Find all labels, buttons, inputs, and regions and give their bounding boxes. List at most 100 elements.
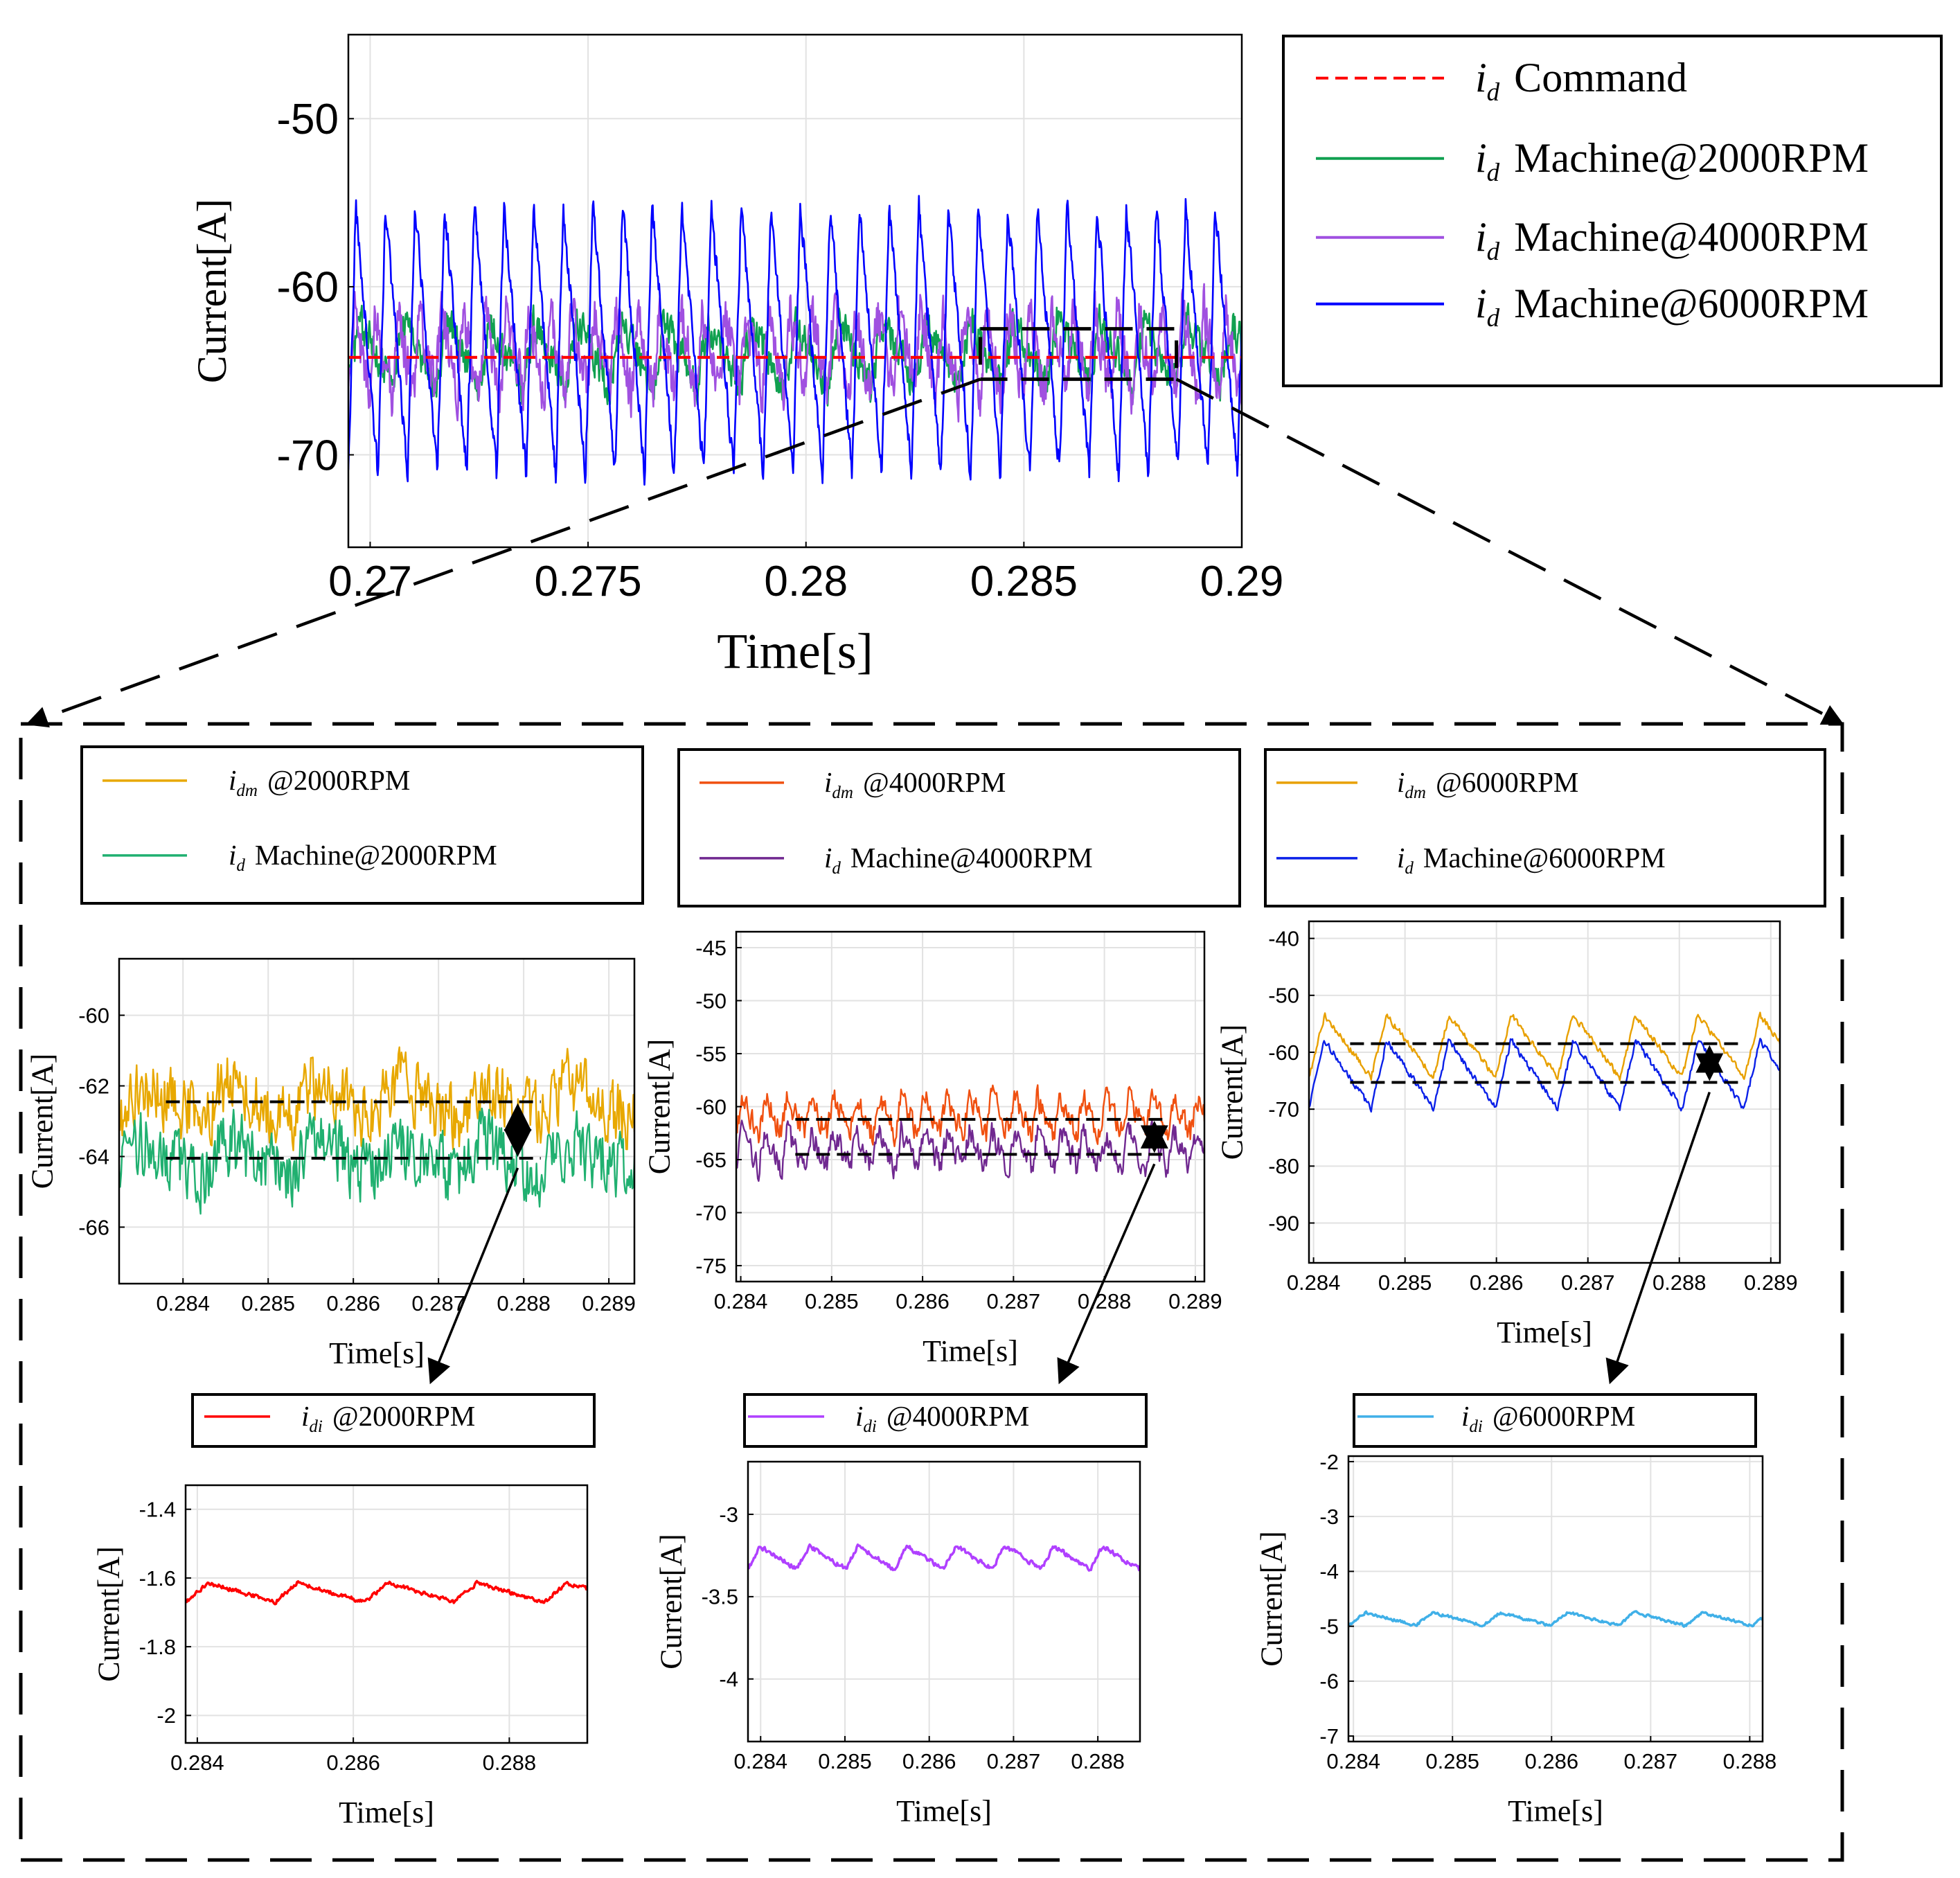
legend-label: idi @6000RPM [1461, 1400, 1635, 1436]
legend-label: id Machine@4000RPM [824, 842, 1093, 878]
series-group [748, 1543, 1140, 1572]
plot-area [348, 35, 1242, 547]
zoom-box [978, 327, 1179, 381]
y-tick-label: -6 [1319, 1669, 1339, 1694]
legend-subscript: d [1487, 78, 1500, 107]
chart-bot2000: 0.284 0.286 0.288 -1.4 -1.6 -1.8 -2 Time[s] Curr… [91, 1393, 596, 1830]
y-tick-label: -80 [1268, 1154, 1299, 1178]
series-group [736, 1084, 1204, 1182]
chart-bot4000: 0.284 0.285 0.286 0.287 0.288 -3 -3.5 -4 Time[s]… [654, 1393, 1148, 1828]
series-line [1309, 1038, 1780, 1113]
legend-label: idm @6000RPM [1397, 766, 1578, 802]
x-tick-label: 0.285 [805, 1289, 859, 1313]
legend-text: Machine@4000RPM [850, 842, 1093, 874]
legend-box [743, 1393, 1148, 1448]
chart-mid6000: 0.284 0.285 0.286 0.287 0.288 0.289 -40 -50 -60 -… [1215, 748, 1826, 1349]
series-group [1348, 1610, 1763, 1628]
y-tick-label: -4 [719, 1667, 738, 1692]
y-tick-label: -50 [1268, 984, 1299, 1008]
x-tick-label: 0.285 [970, 558, 1078, 605]
y-axis-label: Current[A] [1254, 1531, 1288, 1667]
legend-symbol: i [1461, 1400, 1469, 1432]
zoom-pointer-left [26, 378, 981, 728]
y-tick-label: -66 [78, 1215, 109, 1239]
chart-bot6000: 0.284 0.285 0.286 0.287 0.288 -2 -3 -4 -5 -6 -7 Tim… [1254, 1393, 1777, 1828]
legend-subscript: dm [236, 781, 258, 800]
legend-box [191, 1393, 596, 1448]
x-tick-label: 0.275 [535, 558, 642, 605]
y-tick-label: -45 [695, 936, 727, 960]
x-tick-label: 0.286 [896, 1289, 950, 1313]
x-tick-label: 0.288 [497, 1291, 551, 1316]
legend-subscript: d [1487, 238, 1500, 266]
x-tick-label: 0.286 [326, 1291, 380, 1316]
series-line [119, 1107, 634, 1215]
x-tick-label: 0.288 [483, 1751, 537, 1775]
x-tick-label: 0.284 [1326, 1749, 1380, 1773]
legend-subscript: d [236, 856, 245, 875]
series-group [186, 1579, 587, 1606]
legend-symbol: i [229, 839, 236, 871]
y-tick-label: -75 [695, 1254, 727, 1278]
series-group [1309, 1011, 1780, 1113]
legend-label: idm @2000RPM [229, 764, 410, 800]
x-tick-label: 0.284 [714, 1289, 768, 1313]
x-tick-label: 0.288 [1723, 1749, 1777, 1773]
y-tick-label: -50 [276, 96, 339, 143]
x-tick-label: 0.284 [170, 1751, 224, 1775]
legend-subscript: di [1469, 1417, 1483, 1436]
legend-label: id Machine@4000RPM [1475, 214, 1869, 266]
legend-subscript: d [1487, 159, 1500, 187]
y-tick-label: -4 [1319, 1559, 1339, 1584]
y-tick-label: -60 [78, 1003, 109, 1027]
legend-subscript: d [1487, 304, 1500, 333]
y-tick-label: -62 [78, 1074, 109, 1098]
y-tick-label: -1.6 [139, 1566, 176, 1591]
x-tick-label: 0.284 [1287, 1270, 1341, 1295]
legend-label: idm @4000RPM [824, 766, 1006, 802]
series-group [119, 1046, 634, 1215]
legend-subscript: dm [1405, 783, 1426, 802]
zoom-pointer-right [1175, 378, 1844, 725]
x-axis-label: Time[s] [329, 1336, 425, 1370]
legend-text: Machine@6000RPM [1423, 842, 1666, 874]
legend-subscript: dm [832, 783, 853, 802]
y-tick-label: -3 [1319, 1505, 1339, 1529]
legend-symbol: i [824, 842, 832, 874]
legend-text: @6000RPM [1436, 766, 1578, 798]
legend-symbol: i [1397, 842, 1405, 874]
y-tick-label: -60 [276, 264, 339, 312]
x-tick-label: 0.288 [1652, 1270, 1707, 1295]
x-tick-label: 0.287 [1561, 1270, 1615, 1295]
legend-label: id Machine@2000RPM [229, 839, 497, 875]
axes-frame [1347, 1455, 1764, 1743]
legend-symbol: i [1475, 55, 1487, 100]
legend-label: id Machine@2000RPM [1475, 135, 1869, 187]
y-tick-label: -90 [1268, 1211, 1299, 1235]
y-tick-label: -3.5 [702, 1585, 738, 1609]
legend-label: idi @4000RPM [855, 1400, 1029, 1436]
y-axis-label: Current[A] [189, 199, 235, 384]
detail-pointer-arrow [1605, 1091, 1711, 1385]
y-tick-label: -50 [695, 989, 727, 1013]
legend-text: @6000RPM [1493, 1400, 1635, 1432]
x-tick-label: 0.284 [156, 1291, 210, 1316]
legend-text: @4000RPM [863, 766, 1006, 798]
series-line [1309, 1011, 1780, 1081]
y-tick-label: -2 [1319, 1450, 1339, 1474]
legend-symbol: i [1475, 281, 1487, 326]
x-tick-label: 0.287 [987, 1749, 1041, 1773]
x-tick-label: 0.284 [733, 1749, 787, 1773]
axes-frame [747, 1460, 1141, 1743]
plot-area [186, 1485, 587, 1743]
x-tick-label: 0.288 [1071, 1749, 1125, 1773]
x-tick-label: 0.285 [1378, 1270, 1432, 1295]
x-axis-label: Time[s] [1497, 1316, 1592, 1349]
legend-box [1264, 748, 1826, 907]
detail-pointer-arrow [1057, 1163, 1156, 1385]
plot-area [748, 1462, 1140, 1742]
series-line [748, 1543, 1140, 1572]
legend-subscript: di [863, 1417, 877, 1436]
y-axis-label: Current[A] [91, 1546, 125, 1682]
y-tick-label: -1.8 [139, 1635, 176, 1659]
